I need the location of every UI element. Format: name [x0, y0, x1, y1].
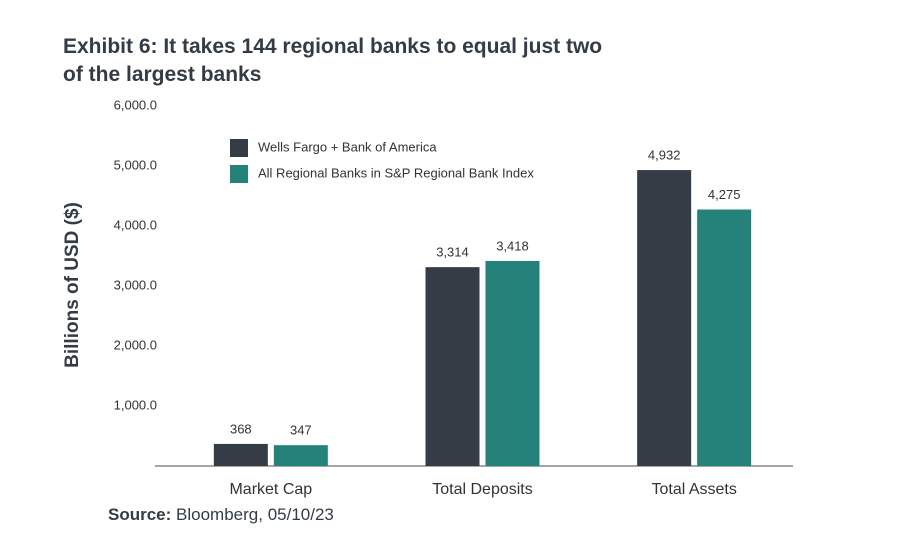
bar [697, 209, 752, 466]
legend-label: All Regional Banks in S&P Regional Bank … [258, 165, 534, 180]
legend-swatch [230, 139, 248, 157]
value-label: 4,275 [708, 187, 741, 202]
bar [637, 170, 692, 466]
bar [425, 267, 480, 466]
source-label: Source: [108, 505, 171, 524]
y-tick-label: 5,000.0 [114, 157, 157, 172]
y-tick-label: 2,000.0 [114, 337, 157, 352]
source-text: Bloomberg, 05/10/23 [176, 505, 334, 524]
y-tick-label: 1,000.0 [114, 397, 157, 412]
value-label: 3,418 [496, 238, 529, 253]
bar [213, 443, 268, 466]
x-tick-label: Total Assets [651, 481, 736, 498]
bar [485, 260, 540, 466]
value-label: 368 [230, 421, 252, 436]
chart-title: Exhibit 6: It takes 144 regional banks t… [63, 35, 603, 86]
value-label: 3,314 [436, 245, 469, 260]
bar [273, 445, 328, 466]
value-label: 4,932 [648, 148, 681, 163]
legend-label: Wells Fargo + Bank of America [258, 139, 437, 154]
x-tick-label: Total Deposits [432, 481, 533, 498]
value-label: 347 [290, 423, 312, 438]
x-tick-label: Market Cap [229, 481, 312, 498]
y-tick-label: 4,000.0 [114, 217, 157, 232]
legend-swatch [230, 165, 248, 183]
y-axis-label: Billions of USD ($) [62, 202, 83, 368]
y-tick-label: 6,000.0 [114, 97, 157, 112]
y-tick-label: 3,000.0 [114, 277, 157, 292]
source: Source: Bloomberg, 05/10/23 [108, 505, 334, 524]
